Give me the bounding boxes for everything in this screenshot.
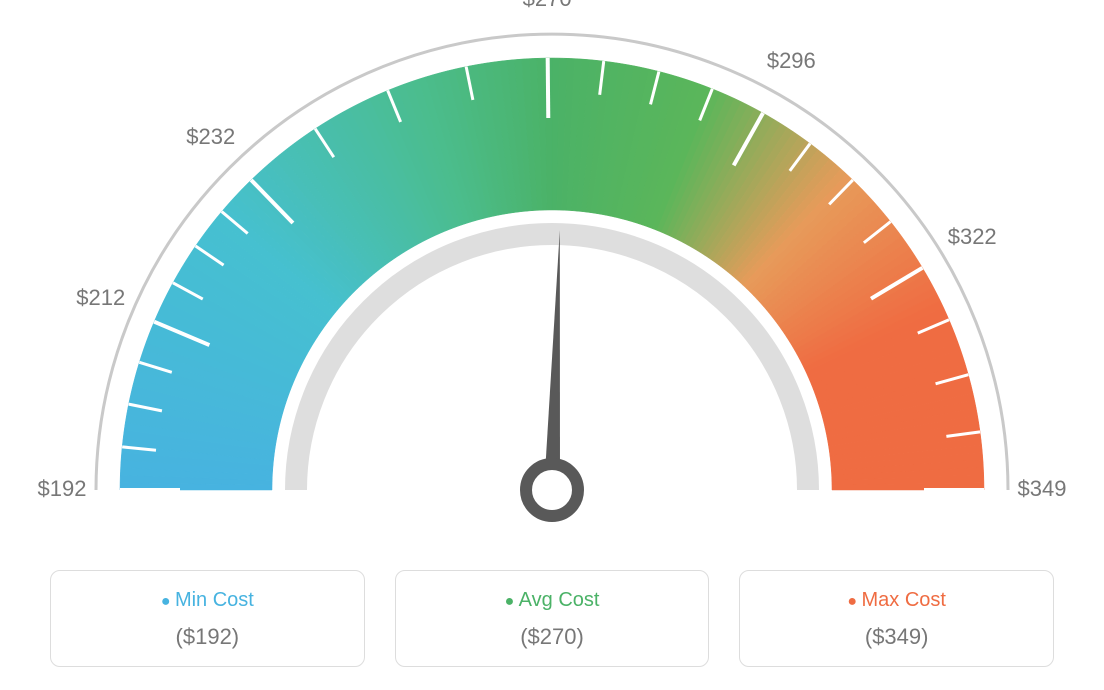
gauge-needle — [544, 230, 560, 490]
max-cost-value: ($349) — [750, 624, 1043, 650]
tick-label: $349 — [1018, 476, 1067, 501]
tick-label: $270 — [523, 0, 572, 11]
avg-cost-card: Avg Cost ($270) — [395, 570, 710, 667]
max-cost-card: Max Cost ($349) — [739, 570, 1054, 667]
tick-label: $212 — [76, 285, 125, 310]
min-cost-label: Min Cost — [61, 589, 354, 612]
tick-label: $322 — [948, 224, 997, 249]
tick-label: $232 — [186, 124, 235, 149]
tick-label: $192 — [38, 476, 87, 501]
avg-cost-label: Avg Cost — [406, 589, 699, 612]
avg-cost-value: ($270) — [406, 624, 699, 650]
gauge-chart: $192 $212 $232 $270 $296 $322 $349 — [0, 0, 1104, 560]
tick-label: $296 — [767, 48, 816, 73]
gauge-needle-base — [526, 464, 578, 516]
min-cost-card: Min Cost ($192) — [50, 570, 365, 667]
min-cost-value: ($192) — [61, 624, 354, 650]
cost-cards-row: Min Cost ($192) Avg Cost ($270) Max Cost… — [0, 570, 1104, 667]
gauge-svg: $192 $212 $232 $270 $296 $322 $349 — [0, 0, 1104, 560]
max-cost-label: Max Cost — [750, 589, 1043, 612]
